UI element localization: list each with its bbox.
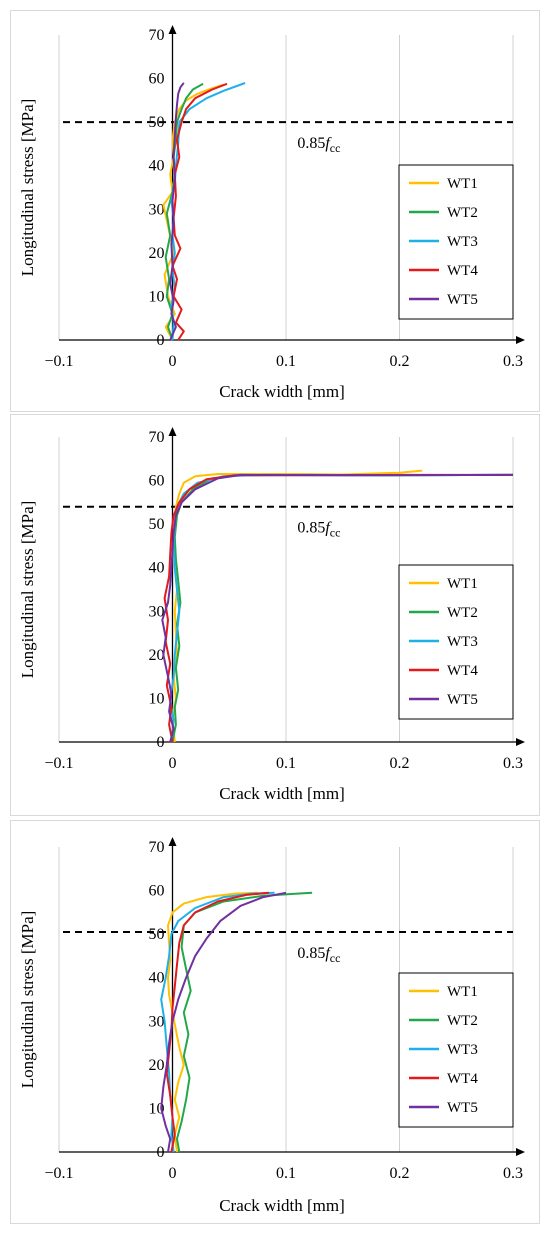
legend-label-wt2: WT2 <box>447 605 478 621</box>
x-tick-label: 0 <box>169 1165 177 1182</box>
x-tick-label: −0.1 <box>44 755 73 772</box>
y-axis-title: Longitudinal stress [MPa] <box>18 99 37 277</box>
legend: WT1 WT2 WT3 WT4 WT5 <box>398 564 514 720</box>
x-tick-label: 0 <box>169 353 177 370</box>
x-tick-label: −0.1 <box>44 353 73 370</box>
chart-panel-2: 0 10 20 30 40 50 60 70 −0.1 0 0.1 0.2 0.3 Crack width… <box>10 414 540 816</box>
y-tick-label: 40 <box>149 970 165 987</box>
y-tick-label: 10 <box>149 1100 165 1117</box>
y-tick-label: 0 <box>157 1144 165 1161</box>
y-axis-arrow <box>168 427 177 436</box>
series-line-wt2 <box>176 891 313 1153</box>
legend-label-wt3: WT3 <box>447 234 478 250</box>
x-axis-arrow <box>516 1148 525 1156</box>
series-line-wt4 <box>165 891 270 1153</box>
reference-line-label: 0.85fcc <box>297 520 340 540</box>
y-tick-label: 40 <box>149 158 165 175</box>
x-tick-label: 0.1 <box>276 1165 296 1182</box>
y-axis-arrow <box>168 25 177 34</box>
y-tick-label: 10 <box>149 288 165 305</box>
y-tick-label: 30 <box>149 603 165 620</box>
series-line-wt1 <box>167 891 258 1153</box>
x-tick-label: 0.3 <box>503 755 523 772</box>
legend-label-wt1: WT1 <box>447 984 478 1000</box>
legend-label-wt3: WT3 <box>447 634 478 650</box>
chart-2: 0 10 20 30 40 50 60 70 −0.1 0 0.1 0.2 0.3 Crack width… <box>18 427 525 803</box>
x-axis-arrow <box>516 738 525 746</box>
x-tick-label: 0 <box>169 755 177 772</box>
legend-label-wt5: WT5 <box>447 1100 478 1116</box>
y-tick-label: 70 <box>149 429 165 446</box>
legend-label-wt1: WT1 <box>447 176 478 192</box>
legend-label-wt4: WT4 <box>447 263 478 279</box>
x-tick-label: 0.2 <box>390 755 410 772</box>
reference-line-label: 0.85fcc <box>297 945 340 965</box>
y-tick-label: 60 <box>149 883 165 900</box>
x-tick-label: 0.3 <box>503 1165 523 1182</box>
series-line-wt1 <box>162 83 224 341</box>
y-tick-label: 0 <box>157 332 165 349</box>
y-tick-label: 50 <box>149 114 165 131</box>
x-tick-label: 0.2 <box>390 353 410 370</box>
series-line-wt5 <box>169 82 185 341</box>
y-tick-label: 20 <box>149 245 165 262</box>
x-tick-label: 0.3 <box>503 353 523 370</box>
legend: WT1 WT2 WT3 WT4 WT5 <box>398 164 514 320</box>
legend-label-wt1: WT1 <box>447 576 478 592</box>
series-line-wt1 <box>171 469 423 743</box>
y-tick-label: 30 <box>149 201 165 218</box>
x-tick-label: 0.1 <box>276 755 296 772</box>
y-tick-label: 70 <box>149 27 165 44</box>
y-tick-label: 30 <box>149 1013 165 1030</box>
y-tick-label: 60 <box>149 71 165 88</box>
y-axis-title: Longitudinal stress [MPa] <box>18 911 37 1089</box>
reference-line-label: 0.85fcc <box>297 135 340 155</box>
series-line-wt5 <box>160 891 287 1153</box>
chart-panel-3: 0 10 20 30 40 50 60 70 −0.1 0 0.1 0.2 0.3 Crack width… <box>10 820 540 1224</box>
legend: WT1 WT2 WT3 WT4 WT5 <box>398 972 514 1128</box>
x-axis-title: Crack width [mm] <box>219 784 345 803</box>
y-tick-label: 10 <box>149 690 165 707</box>
legend-label-wt4: WT4 <box>447 1071 478 1087</box>
x-axis-arrow <box>516 336 525 344</box>
legend-label-wt5: WT5 <box>447 292 478 308</box>
x-tick-label: −0.1 <box>44 1165 73 1182</box>
legend-label-wt2: WT2 <box>447 1013 478 1029</box>
legend-label-wt4: WT4 <box>447 663 478 679</box>
x-axis-title: Crack width [mm] <box>219 1196 345 1215</box>
y-tick-label: 50 <box>149 516 165 533</box>
y-tick-label: 70 <box>149 839 165 856</box>
series-line-wt5 <box>161 473 514 743</box>
chart-3: 0 10 20 30 40 50 60 70 −0.1 0 0.1 0.2 0.3 Crack width… <box>18 837 525 1215</box>
y-tick-label: 20 <box>149 647 165 664</box>
legend-label-wt2: WT2 <box>447 205 478 221</box>
x-tick-label: 0.1 <box>276 353 296 370</box>
y-axis-arrow <box>168 837 177 846</box>
y-tick-label: 50 <box>149 926 165 943</box>
legend-label-wt3: WT3 <box>447 1042 478 1058</box>
y-tick-label: 0 <box>157 734 165 751</box>
y-axis-title: Longitudinal stress [MPa] <box>18 501 37 679</box>
x-axis-title: Crack width [mm] <box>219 382 345 401</box>
y-tick-label: 20 <box>149 1057 165 1074</box>
chart-panel-1: 0 10 20 30 40 50 60 70 −0.1 0 0.1 0.2 0.3 Crack width… <box>10 10 540 412</box>
legend-label-wt5: WT5 <box>447 692 478 708</box>
y-tick-label: 60 <box>149 473 165 490</box>
y-tick-label: 40 <box>149 560 165 577</box>
x-tick-label: 0.2 <box>390 1165 410 1182</box>
chart-1: 0 10 20 30 40 50 60 70 −0.1 0 0.1 0.2 0.3 Crack width… <box>18 25 525 401</box>
